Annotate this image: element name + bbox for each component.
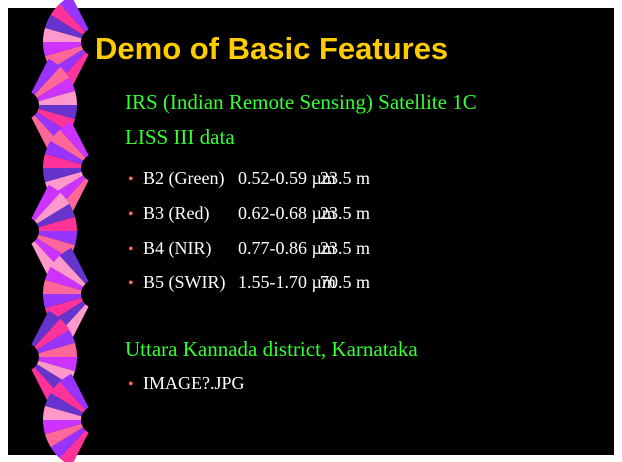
bullet-mark: • [128,171,134,188]
slide-title: Demo of Basic Features [95,31,448,66]
slide: Demo of Basic Features IRS (Indian Remot… [0,0,622,462]
bullet-mark: • [128,275,134,292]
bullet-mark: • [128,241,134,258]
bullet-mark: • [128,376,134,393]
bullet-text: B5 (SWIR) [143,272,226,293]
heading: IRS (Indian Remote Sensing) Satellite 1C [125,90,477,114]
bullet-text: B4 (NIR) [143,238,212,259]
bullet-text: 23.5 m [320,168,370,188]
slide-background [8,8,614,455]
heading: LISS III data [125,125,235,149]
heading: Uttara Kannada district, Karnataka [125,337,418,361]
bullet-text: 23.5 m [320,238,370,258]
bullet-text: B3 (Red) [143,203,210,224]
bullet-text: IMAGE?.JPG [143,373,245,393]
bullet-text: 70.5 m [320,272,370,292]
bullet-text: 23.5 m [320,203,370,223]
bullet-mark: • [128,206,134,223]
bullet-text: B2 (Green) [143,168,224,189]
